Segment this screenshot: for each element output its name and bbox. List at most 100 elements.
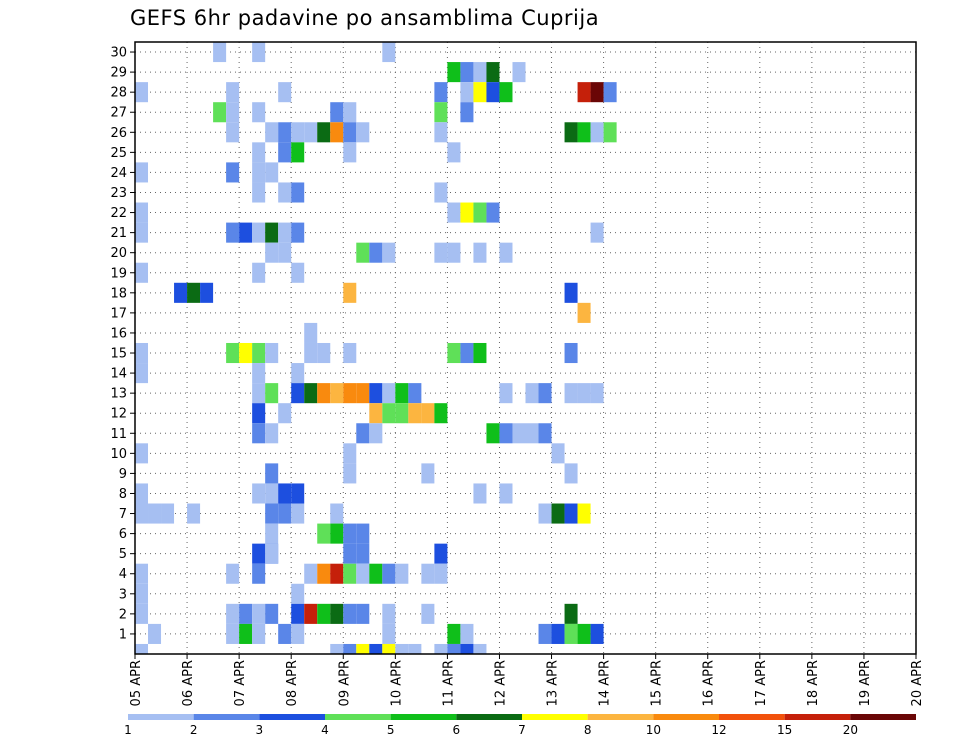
heatmap-cell: [291, 182, 305, 203]
colorbar-swatch: [193, 714, 260, 720]
heatmap-cell: [460, 202, 474, 223]
heatmap-cell: [590, 623, 604, 644]
heatmap-cell: [447, 643, 461, 654]
y-tick-label: 16: [110, 326, 127, 341]
chart-title: GEFS 6hr padavine po ansamblima Cuprija: [130, 6, 600, 30]
heatmap-cell: [291, 383, 305, 404]
heatmap-cell: [343, 443, 357, 464]
y-tick-label: 28: [110, 86, 127, 101]
colorbar-label: 2: [190, 723, 198, 737]
heatmap-cell: [343, 523, 357, 544]
colorbar-label: 3: [256, 723, 264, 737]
heatmap-cell: [135, 262, 149, 283]
heatmap-cell: [473, 342, 487, 364]
heatmap-cell: [226, 603, 240, 624]
heatmap-cell: [369, 403, 383, 424]
heatmap-cell: [317, 523, 331, 544]
heatmap-cell: [551, 623, 565, 644]
heatmap-cell: [447, 62, 461, 83]
heatmap-cell: [382, 643, 396, 654]
heatmap-cell: [135, 342, 149, 364]
heatmap-cell: [291, 483, 305, 504]
heatmap-cell: [551, 443, 565, 464]
heatmap-cell: [499, 383, 513, 404]
y-tick-label: 14: [110, 367, 127, 382]
heatmap-cell: [343, 543, 357, 564]
heatmap-cell: [590, 82, 604, 103]
heatmap-cell: [564, 282, 578, 303]
heatmap-cell: [460, 62, 474, 83]
heatmap-cell: [278, 82, 292, 103]
heatmap-cell: [408, 643, 422, 654]
heatmap-cell: [252, 42, 266, 63]
heatmap-cell: [187, 282, 201, 303]
heatmap-cell: [369, 563, 383, 584]
heatmap-cell: [421, 403, 435, 424]
heatmap-cell: [356, 523, 370, 544]
heatmap-cell: [343, 563, 357, 584]
x-tick-label: 12 APR: [493, 660, 508, 706]
heatmap-cell: [265, 463, 279, 484]
heatmap-cell: [135, 202, 149, 223]
heatmap-cell: [252, 563, 266, 584]
colorbar-swatch: [128, 714, 194, 720]
x-tick-label: 06 APR: [181, 660, 196, 706]
colorbar-label: 7: [518, 723, 526, 737]
colorbar-swatch: [325, 714, 391, 720]
heatmap-cell: [317, 563, 331, 584]
heatmap-cell: [252, 483, 266, 504]
heatmap-cell: [590, 222, 604, 243]
heatmap-cell: [252, 182, 266, 203]
heatmap-cell: [304, 563, 318, 584]
y-tick-label: 3: [119, 587, 127, 602]
heatmap-cell: [252, 142, 266, 163]
heatmap-cell: [577, 82, 591, 103]
x-tick-label: 13 APR: [546, 660, 561, 706]
x-axis: 05 APR 06 APR 07 APR 08 APR 09 APR 10 APR 11 A…: [129, 654, 925, 706]
heatmap-cell: [382, 42, 396, 63]
heatmap-cell: [304, 603, 318, 624]
colorbar-swatch: [784, 714, 851, 720]
heatmap-cell: [252, 423, 266, 444]
heatmap-cell: [135, 483, 149, 504]
heatmap-cell: [239, 603, 253, 624]
heatmap-cell: [447, 242, 461, 263]
x-tick-label: 10 APR: [389, 660, 404, 706]
heatmap-cell: [226, 102, 240, 123]
heatmap-cell: [369, 242, 383, 263]
colorbar-swatch: [850, 714, 916, 720]
heatmap-cell: [343, 122, 357, 143]
colorbar-label: 5: [387, 723, 395, 737]
heatmap-cell: [369, 643, 383, 654]
heatmap-cell: [317, 122, 331, 143]
heatmap-cell: [538, 623, 552, 644]
heatmap-cell: [343, 463, 357, 484]
heatmap-cell: [226, 162, 240, 183]
heatmap-cell: [525, 383, 539, 404]
heatmap-cell: [330, 603, 344, 624]
heatmap-cell: [278, 182, 292, 203]
heatmap-cell: [577, 383, 591, 404]
heatmap-cell: [499, 483, 513, 504]
heatmap-cell: [499, 242, 513, 263]
heatmap-cell: [434, 403, 448, 424]
heatmap-cell: [291, 262, 305, 283]
heatmap-cell: [252, 342, 266, 364]
y-tick-label: 21: [110, 226, 127, 241]
heatmap-cell: [356, 242, 370, 263]
y-tick-label: 18: [110, 286, 127, 301]
heatmap-cell: [434, 543, 448, 564]
heatmap-cell: [499, 423, 513, 444]
heatmap-cell: [434, 563, 448, 584]
heatmap-cell: [447, 202, 461, 223]
colorbar-legend: 1 2 3 4 5 6 7 8 10 12 15 20: [124, 714, 916, 737]
heatmap-cell: [564, 623, 578, 644]
heatmap-cell: [330, 643, 344, 654]
heatmap-cell: [265, 122, 279, 143]
heatmap-cell: [278, 403, 292, 424]
heatmap-cell: [330, 102, 344, 123]
colorbar-swatch: [522, 714, 588, 720]
heatmap-cell: [135, 443, 149, 464]
y-tick-label: 6: [119, 527, 127, 542]
colorbar-swatch: [456, 714, 522, 720]
